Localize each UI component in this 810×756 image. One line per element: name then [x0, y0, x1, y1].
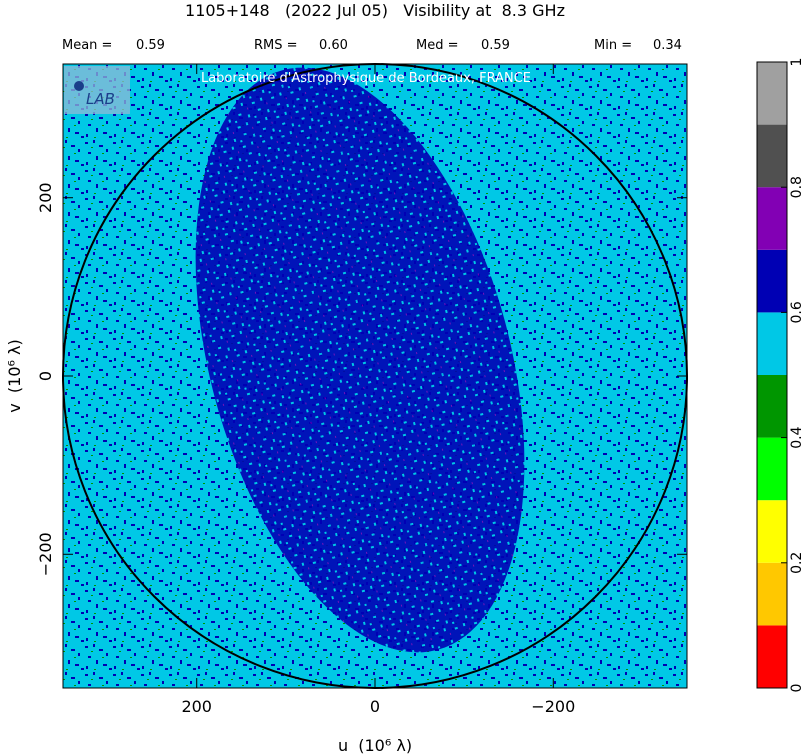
logo-text: LAB [86, 90, 115, 108]
colorbar-bin [757, 124, 787, 188]
colorbar-bin [757, 562, 787, 626]
y-axis-label: v (10⁶ λ) [5, 339, 24, 412]
dense-band [195, 67, 525, 653]
colorbar-bin [757, 437, 787, 501]
stat-mean-label: Mean = [62, 38, 112, 53]
colorbar-bin [757, 375, 787, 438]
plot-title: 1105+148 (2022 Jul 05) Visibility at 8.3… [185, 1, 565, 20]
x-tick-label: −200 [531, 697, 575, 716]
colorbar-bin [757, 249, 787, 313]
x-axis-ticks: 200 0 −200 [181, 64, 575, 716]
stat-min-value: 0.34 [653, 38, 682, 53]
stat-rms-value: 0.60 [319, 38, 348, 53]
colorbar-tick-label: 0.6 [789, 301, 805, 323]
colorbar-tick-label: 0.4 [789, 426, 805, 448]
colorbar-bin [757, 312, 787, 375]
colorbar-bin [757, 625, 787, 688]
x-tick-label: 200 [181, 697, 212, 716]
stat-min-label: Min = [594, 38, 632, 53]
colorbar-tick-label: 0 [789, 684, 805, 693]
x-tick-label: 0 [370, 697, 380, 716]
stat-rms-label: RMS = [254, 38, 298, 53]
colorbar-tick-label: 0.2 [789, 552, 805, 574]
lab-logo: LAB [64, 66, 130, 114]
colorbar-bin [757, 187, 787, 250]
x-axis-label: u (10⁶ λ) [338, 736, 412, 755]
y-axis-ticks: 200 0 −200 [36, 182, 687, 576]
watermark-text: Laboratoire d'Astrophysique de Bordeaux,… [201, 71, 531, 86]
colorbar-bin [757, 500, 787, 563]
stat-med-value: 0.59 [481, 38, 510, 53]
colorbar-tick-label: 1 [789, 58, 805, 67]
stat-med-label: Med = [416, 38, 459, 53]
colorbar-ticks: 0 0.2 0.4 0.6 0.8 1 [781, 58, 805, 693]
plot-area: LAB Laboratoire d'Astrophysique de Borde… [62, 63, 688, 689]
y-tick-label: −200 [36, 532, 55, 576]
colorbar [756, 61, 788, 689]
stat-mean-value: 0.59 [136, 38, 165, 53]
colorbar-tick-label: 0.8 [789, 176, 805, 198]
y-tick-label: 200 [36, 182, 55, 213]
y-tick-label: 0 [36, 371, 55, 381]
colorbar-frame [756, 61, 788, 689]
colorbar-bin [757, 62, 787, 125]
